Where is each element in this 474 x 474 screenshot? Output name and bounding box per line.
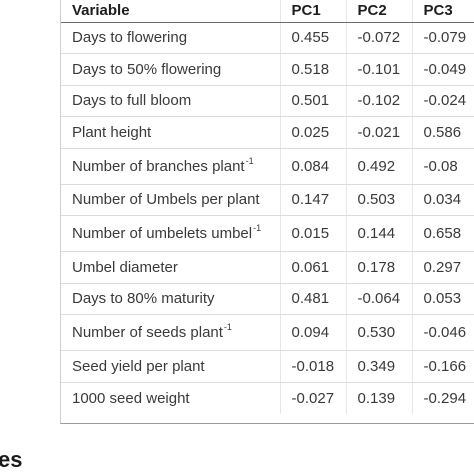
cell-pc2: -0.072: [345, 22, 412, 54]
superscript-exponent: -1: [223, 322, 232, 332]
cell-pc2: 0.144: [345, 215, 412, 252]
cell-pc2: -0.021: [345, 116, 412, 149]
table-header-row: Variable PC1 PC2 PC3: [61, 0, 474, 23]
variable-label: 1000 seed weight: [72, 389, 190, 407]
pca-loadings-table: Variable PC1 PC2 PC3 Days to flowering 0…: [61, 0, 474, 414]
cell-pc1: 0.455: [279, 22, 346, 54]
cell-pc3: -0.08: [411, 148, 474, 185]
cell-pc3: 0.658: [411, 215, 474, 252]
cell-pc1: 0.084: [279, 148, 346, 185]
cell-pc2: -0.064: [345, 283, 412, 315]
cell-pc1: -0.018: [279, 350, 346, 383]
variable-label: Number of umbelets umbel: [72, 225, 253, 242]
superscript-exponent: -1: [245, 155, 254, 166]
table-row: Seed yield per plant -0.018 0.349 -0.166: [61, 350, 474, 383]
cell-pc2: 0.139: [345, 382, 412, 414]
cell-pc3: 0.586: [411, 116, 474, 149]
table-row: Days to 50% flowering 0.518 -0.101 -0.04…: [61, 53, 474, 86]
variable-label: Plant height: [72, 123, 152, 141]
cell-pc3: -0.046: [411, 314, 474, 351]
variable-label: Days to flowering: [72, 29, 188, 47]
cell-pc3: -0.079: [411, 22, 474, 54]
cell-pc1: 0.518: [279, 53, 346, 86]
cell-variable: Number of branches plant-1: [61, 148, 280, 185]
cell-pc2: 0.530: [345, 314, 412, 351]
cell-pc3: 0.034: [411, 184, 474, 216]
cell-pc2: -0.101: [345, 53, 412, 86]
variable-label: Umbel diameter: [72, 258, 178, 276]
cell-pc3: -0.166: [411, 350, 474, 383]
cell-pc1: -0.027: [279, 382, 346, 414]
table-row: Days to 80% maturity 0.481 -0.064 0.053: [61, 283, 474, 315]
cell-variable: Umbel diameter: [61, 251, 280, 284]
cell-variable: 1000 seed weight: [61, 382, 280, 414]
cell-variable: Days to full bloom: [61, 85, 280, 117]
cell-pc3: -0.294: [411, 382, 474, 414]
table-row: Number of Umbels per plant 0.147 0.503 0…: [61, 184, 474, 216]
pca-loadings-table-container: Variable PC1 PC2 PC3 Days to flowering 0…: [60, 0, 474, 424]
header-pc1: PC1: [279, 0, 346, 23]
cell-pc2: 0.349: [345, 350, 412, 383]
cell-pc1: 0.015: [279, 215, 346, 252]
variable-label: Days to 80% maturity: [72, 290, 215, 308]
variable-label: Number of branches plant: [72, 157, 245, 175]
cell-pc2: 0.492: [345, 148, 412, 185]
cell-pc3: -0.049: [411, 53, 474, 86]
cell-pc1: 0.481: [279, 283, 346, 315]
cell-variable: Number of umbelets umbel-1: [61, 215, 280, 252]
variable-label: Seed yield per plant: [72, 357, 205, 375]
table-row: Number of umbelets umbel-1 0.015 0.144 0…: [61, 215, 474, 252]
cell-pc3: 0.297: [411, 251, 474, 284]
cell-pc1: 0.061: [279, 251, 346, 284]
cell-pc2: -0.102: [345, 85, 412, 117]
cell-variable: Seed yield per plant: [61, 350, 280, 383]
cell-pc1: 0.025: [279, 116, 346, 149]
header-pc2: PC2: [345, 0, 412, 23]
superscript-exponent: -1: [253, 223, 262, 233]
table-row: Number of seeds plant-1 0.094 0.530 -0.0…: [61, 314, 474, 351]
cell-variable: Number of seeds plant-1: [61, 314, 280, 351]
variable-label: Number of Umbels per plant: [72, 191, 260, 209]
variable-label: Number of seeds plant: [72, 324, 223, 341]
table-row: Plant height 0.025 -0.021 0.586: [61, 116, 474, 149]
cell-pc2: 0.178: [345, 251, 412, 284]
cell-variable: Number of Umbels per plant: [61, 184, 280, 216]
cell-variable: Plant height: [61, 116, 280, 149]
cell-variable: Days to 80% maturity: [61, 283, 280, 315]
header-pc3: PC3: [411, 0, 474, 23]
table-row: Number of branches plant-1 0.084 0.492 -…: [61, 148, 474, 185]
variable-label: Days to 50% flowering: [72, 60, 222, 78]
table-row: 1000 seed weight -0.027 0.139 -0.294: [61, 382, 474, 414]
table-row: Days to flowering 0.455 -0.072 -0.079: [61, 22, 474, 54]
table-row: Days to full bloom 0.501 -0.102 -0.024: [61, 85, 474, 117]
cell-pc3: -0.024: [411, 85, 474, 117]
section-heading: es: [0, 447, 23, 472]
cell-pc1: 0.147: [279, 184, 346, 216]
cell-pc1: 0.501: [279, 85, 346, 117]
header-variable: Variable: [61, 0, 280, 23]
cell-pc3: 0.053: [411, 283, 474, 315]
table-row: Umbel diameter 0.061 0.178 0.297: [61, 251, 474, 284]
cell-pc2: 0.503: [345, 184, 412, 216]
cell-variable: Days to 50% flowering: [61, 53, 280, 86]
cell-variable: Days to flowering: [61, 22, 280, 54]
cell-pc1: 0.094: [279, 314, 346, 351]
variable-label: Days to full bloom: [72, 92, 192, 110]
